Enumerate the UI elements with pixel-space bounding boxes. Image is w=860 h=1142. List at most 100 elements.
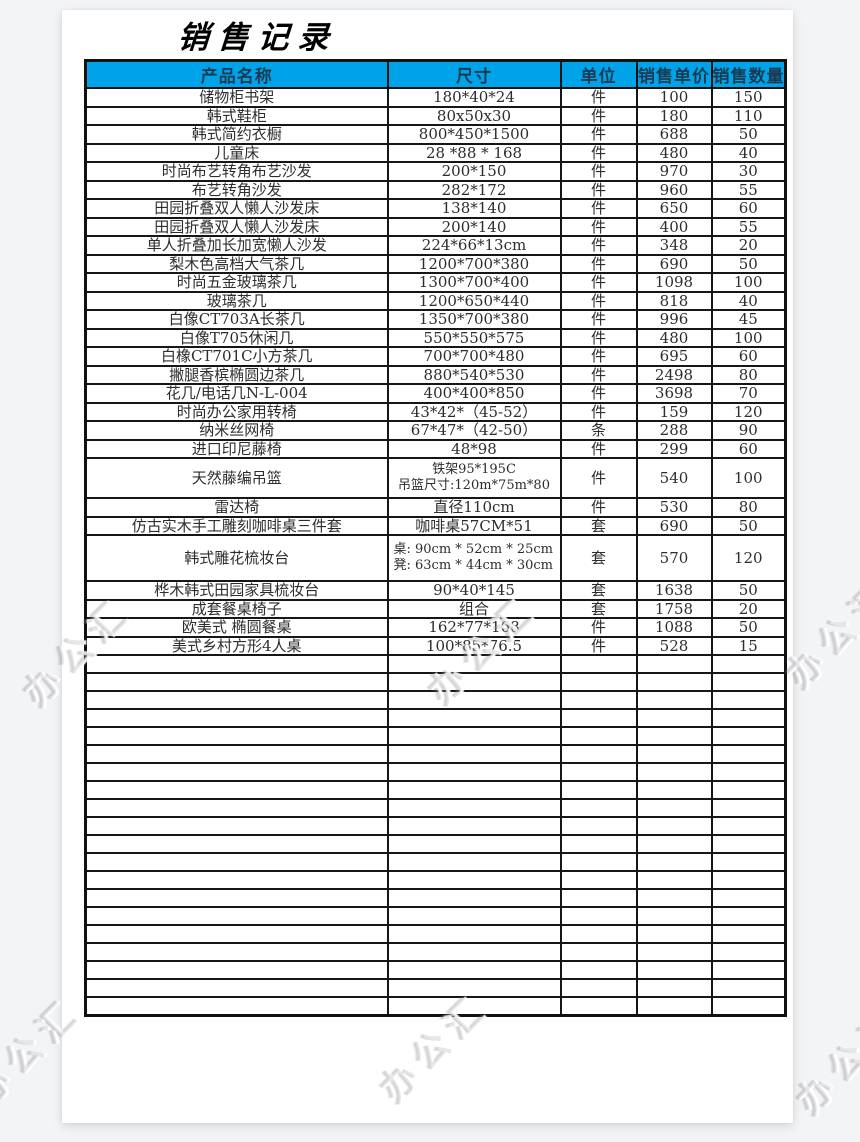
empty-row <box>84 906 787 926</box>
empty-cell <box>84 762 389 782</box>
cell-product-name: 梨木色高档大气茶几 <box>84 253 389 274</box>
table-row: 韩式雕花梳妆台 桌: 90cm * 52cm * 25cm 凳: 63cm * 44… <box>84 534 787 582</box>
empty-cell <box>710 870 787 890</box>
cell-unit: 件 <box>559 438 638 459</box>
cell-product-name: 成套餐桌椅子 <box>84 598 389 619</box>
cell-price: 528 <box>635 635 713 656</box>
cell-qty: 120 <box>710 534 787 582</box>
cell-unit: 件 <box>559 216 638 237</box>
empty-cell <box>710 798 787 818</box>
cell-unit: 件 <box>559 457 638 499</box>
cell-size: 1200*700*380 <box>386 253 562 274</box>
empty-cell <box>386 744 562 764</box>
empty-cell <box>84 960 389 980</box>
empty-row <box>84 852 787 872</box>
cell-price: 400 <box>635 216 713 237</box>
cell-size: 200*150 <box>386 161 562 182</box>
empty-row <box>84 690 787 710</box>
cell-price: 288 <box>635 420 713 441</box>
cell-product-name: 田园折叠双人懒人沙发床 <box>84 216 389 237</box>
empty-cell <box>710 852 787 872</box>
cell-qty: 15 <box>710 635 787 656</box>
empty-cell <box>710 834 787 854</box>
empty-cell <box>84 816 389 836</box>
table-row: 美式乡村方形4人桌 100*85*76.5 件 528 15 <box>84 635 787 656</box>
empty-cell <box>559 672 638 692</box>
cell-price: 3698 <box>635 383 713 404</box>
cell-size: 铁架95*195C 吊篮尺寸:120m*75m*80 <box>386 457 562 499</box>
empty-cell <box>84 888 389 908</box>
empty-cell <box>559 726 638 746</box>
table-row: 梨木色高档大气茶几 1200*700*380 件 690 50 <box>84 253 787 274</box>
cell-product-name: 白像T705休闲几 <box>84 327 389 348</box>
table-row: 白橡CT701C小方茶几 700*700*480 件 695 60 <box>84 346 787 367</box>
cell-product-name: 雷达椅 <box>84 497 389 518</box>
empty-cell <box>559 780 638 800</box>
header-row: 产品名称 尺寸 单位 销售单价 销售数量 <box>84 59 787 89</box>
cell-price: 650 <box>635 198 713 219</box>
empty-cell <box>710 690 787 710</box>
table-row: 单人折叠加长加宽懒人沙发 224*66*13cm 件 348 20 <box>84 235 787 256</box>
cell-size: 咖啡桌57CM*51 <box>386 515 562 536</box>
cell-unit: 件 <box>559 497 638 518</box>
cell-price: 688 <box>635 124 713 145</box>
empty-cell <box>635 906 713 926</box>
empty-cell <box>84 870 389 890</box>
cell-price: 818 <box>635 290 713 311</box>
empty-cell <box>386 708 562 728</box>
table-row: 时尚布艺转角布艺沙发 200*150 件 970 30 <box>84 161 787 182</box>
cell-price: 960 <box>635 179 713 200</box>
empty-cell <box>559 942 638 962</box>
cell-qty: 50 <box>710 124 787 145</box>
cell-price: 690 <box>635 515 713 536</box>
cell-size: 180*40*24 <box>386 87 562 108</box>
cell-qty: 70 <box>710 383 787 404</box>
empty-cell <box>559 690 638 710</box>
cell-product-name: 布艺转角沙发 <box>84 179 389 200</box>
empty-cell <box>559 762 638 782</box>
empty-row <box>84 960 787 980</box>
empty-cell <box>710 762 787 782</box>
cell-qty: 120 <box>710 401 787 422</box>
empty-cell <box>635 690 713 710</box>
cell-unit: 件 <box>559 198 638 219</box>
cell-qty: 20 <box>710 598 787 619</box>
empty-cell <box>386 834 562 854</box>
cell-qty: 80 <box>710 497 787 518</box>
cell-price: 570 <box>635 534 713 582</box>
table-row: 时尚办公家用转椅 43*42*（45-52）件 159 120 <box>84 401 787 422</box>
empty-cell <box>710 960 787 980</box>
empty-row <box>84 978 787 998</box>
cell-unit: 件 <box>559 87 638 108</box>
cell-price: 540 <box>635 457 713 499</box>
cell-unit: 件 <box>559 290 638 311</box>
cell-unit: 件 <box>559 161 638 182</box>
empty-row <box>84 780 787 800</box>
cell-product-name: 欧美式 椭圆餐桌 <box>84 617 389 638</box>
cell-product-name: 儿童床 <box>84 142 389 163</box>
empty-cell <box>710 780 787 800</box>
table-row: 布艺转角沙发 282*172 件 960 55 <box>84 179 787 200</box>
empty-cell <box>84 672 389 692</box>
cell-unit: 套 <box>559 515 638 536</box>
cell-qty: 80 <box>710 364 787 385</box>
empty-cell <box>386 654 562 674</box>
cell-product-name: 时尚布艺转角布艺沙发 <box>84 161 389 182</box>
cell-qty: 40 <box>710 290 787 311</box>
empty-cell <box>710 978 787 998</box>
cell-size: 80x50x30 <box>386 105 562 126</box>
empty-cell <box>635 870 713 890</box>
cell-qty: 60 <box>710 198 787 219</box>
cell-size: 67*47*（42-50） <box>386 420 562 441</box>
empty-cell <box>84 942 389 962</box>
empty-cell <box>710 816 787 836</box>
cell-qty: 55 <box>710 179 787 200</box>
empty-row <box>84 708 787 728</box>
cell-size: 90*40*145 <box>386 580 562 601</box>
cell-product-name: 时尚办公家用转椅 <box>84 401 389 422</box>
column-header-1: 尺寸 <box>386 59 562 89</box>
cell-qty: 100 <box>710 457 787 499</box>
empty-cell <box>386 672 562 692</box>
cell-price: 530 <box>635 497 713 518</box>
